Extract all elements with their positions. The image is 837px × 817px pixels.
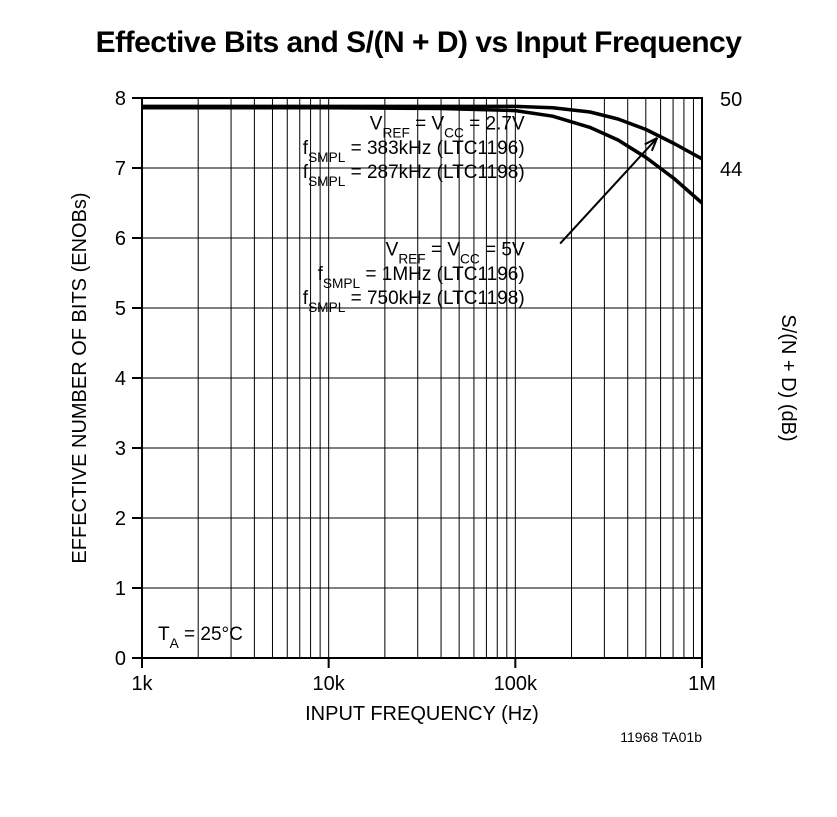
y-left-axis-label: EFFECTIVE NUMBER OF BITS (ENOBs) (69, 192, 91, 563)
x-tick-label: 1M (688, 673, 716, 695)
y-left-tick-label: 6 (115, 228, 126, 250)
y-left-tick-label: 2 (115, 508, 126, 530)
y-right-axis-label: S/(N + D) (dB) (777, 314, 799, 441)
y-left-tick-label: 8 (115, 88, 126, 110)
figure-id: 11968 TA01b (620, 729, 702, 745)
y-left-tick-label: 5 (115, 298, 126, 320)
y-left-tick-label: 3 (115, 438, 126, 460)
y-left-tick-label: 0 (115, 648, 126, 670)
y-left-tick-label: 1 (115, 578, 126, 600)
y-left-tick-label: 4 (115, 368, 126, 390)
y-left-tick-label: 7 (115, 158, 126, 180)
x-axis-label: INPUT FREQUENCY (Hz) (305, 703, 539, 725)
x-tick-label: 100k (494, 673, 538, 695)
x-tick-label: 10k (313, 673, 346, 695)
x-tick-label: 1k (131, 673, 153, 695)
y-right-tick-label: 50 (720, 89, 742, 111)
chart-svg: 1k 10k 100k 1M 0 1 2 3 4 5 6 7 8 50 44 INPUT FREQUENCY … (0, 0, 837, 817)
y-right-tick-label: 44 (720, 159, 742, 181)
